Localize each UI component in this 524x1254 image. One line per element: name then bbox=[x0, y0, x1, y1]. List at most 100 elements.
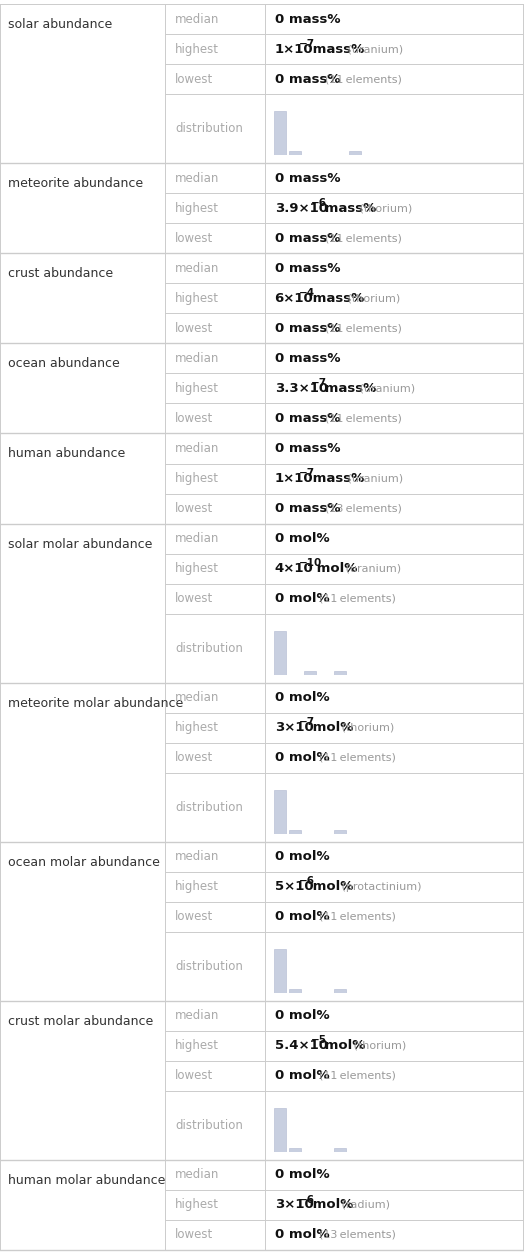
Text: 0 mass%: 0 mass% bbox=[275, 413, 340, 425]
Text: crust molar abundance: crust molar abundance bbox=[8, 1014, 153, 1028]
Text: 0 mol%: 0 mol% bbox=[275, 1169, 329, 1181]
Text: (11 elements): (11 elements) bbox=[318, 233, 402, 243]
Bar bbox=[334, 1147, 346, 1152]
Text: 1×10: 1×10 bbox=[275, 472, 313, 485]
Text: mass%: mass% bbox=[308, 292, 364, 305]
Text: −4: −4 bbox=[299, 288, 315, 298]
Text: mass%: mass% bbox=[308, 43, 364, 55]
Text: 0 mol%: 0 mol% bbox=[275, 532, 329, 545]
Text: median: median bbox=[175, 262, 220, 275]
Text: (11 elements): (11 elements) bbox=[312, 1071, 396, 1081]
Text: (11 elements): (11 elements) bbox=[312, 593, 396, 603]
Text: highest: highest bbox=[175, 202, 219, 214]
Text: −7: −7 bbox=[299, 717, 315, 727]
Text: 3.9×10: 3.9×10 bbox=[275, 202, 328, 214]
Text: lowest: lowest bbox=[175, 413, 213, 425]
Text: mol%: mol% bbox=[308, 880, 353, 893]
Text: distribution: distribution bbox=[175, 1119, 243, 1132]
Bar bbox=[334, 989, 346, 993]
Text: mol%: mol% bbox=[320, 1040, 365, 1052]
Text: highest: highest bbox=[175, 1199, 219, 1211]
Text: median: median bbox=[175, 691, 220, 705]
Text: ocean abundance: ocean abundance bbox=[8, 357, 120, 370]
Bar bbox=[334, 671, 346, 675]
Text: lowest: lowest bbox=[175, 1229, 213, 1241]
Bar bbox=[349, 150, 362, 155]
Text: 0 mol%: 0 mol% bbox=[275, 691, 329, 705]
Text: 0 mass%: 0 mass% bbox=[275, 352, 340, 365]
Text: 0 mol%: 0 mol% bbox=[275, 1070, 329, 1082]
Text: (13 elements): (13 elements) bbox=[312, 1230, 396, 1240]
Text: 0 mol%: 0 mol% bbox=[275, 850, 329, 863]
Text: lowest: lowest bbox=[175, 73, 213, 85]
Text: lowest: lowest bbox=[175, 322, 213, 335]
Text: mol%: mol% bbox=[308, 1199, 353, 1211]
Bar bbox=[289, 830, 301, 834]
Text: mass%: mass% bbox=[320, 382, 376, 395]
Text: 0 mass%: 0 mass% bbox=[275, 73, 340, 85]
Text: 0 mass%: 0 mass% bbox=[275, 13, 340, 25]
Text: (uranium): (uranium) bbox=[344, 44, 403, 54]
Bar bbox=[289, 1147, 301, 1152]
Text: distribution: distribution bbox=[175, 122, 243, 135]
Text: highest: highest bbox=[175, 880, 219, 893]
Text: −6: −6 bbox=[299, 877, 314, 887]
Text: median: median bbox=[175, 532, 220, 545]
Text: median: median bbox=[175, 441, 220, 455]
Text: −7: −7 bbox=[299, 39, 315, 49]
Text: 0 mol%: 0 mol% bbox=[275, 1229, 329, 1241]
Text: (thorium): (thorium) bbox=[350, 1041, 406, 1051]
Bar bbox=[289, 989, 301, 993]
Text: 5×10: 5×10 bbox=[275, 880, 313, 893]
Text: solar molar abundance: solar molar abundance bbox=[8, 538, 152, 551]
Text: (thorium): (thorium) bbox=[356, 203, 412, 213]
Text: (11 elements): (11 elements) bbox=[312, 752, 396, 762]
Bar bbox=[334, 830, 346, 834]
Text: highest: highest bbox=[175, 43, 219, 55]
Text: (11 elements): (11 elements) bbox=[318, 324, 402, 334]
Text: lowest: lowest bbox=[175, 910, 213, 923]
Text: 3×10: 3×10 bbox=[275, 721, 313, 735]
Text: 0 mass%: 0 mass% bbox=[275, 262, 340, 275]
Text: median: median bbox=[175, 13, 220, 25]
Text: (uranium): (uranium) bbox=[342, 564, 401, 573]
Text: 5.4×10: 5.4×10 bbox=[275, 1040, 328, 1052]
Text: −6: −6 bbox=[299, 1195, 314, 1205]
Bar bbox=[274, 1109, 287, 1152]
Text: 0 mol%: 0 mol% bbox=[275, 751, 329, 764]
Text: (uranium): (uranium) bbox=[344, 474, 403, 484]
Text: lowest: lowest bbox=[175, 232, 213, 245]
Text: (radium): (radium) bbox=[337, 1200, 390, 1210]
Text: highest: highest bbox=[175, 292, 219, 305]
Text: meteorite abundance: meteorite abundance bbox=[8, 177, 143, 191]
Text: 0 mol%: 0 mol% bbox=[275, 1009, 329, 1022]
Text: highest: highest bbox=[175, 472, 219, 485]
Text: distribution: distribution bbox=[175, 642, 243, 655]
Text: 4×10: 4×10 bbox=[275, 562, 313, 576]
Text: 0 mol%: 0 mol% bbox=[275, 592, 329, 606]
Text: 0 mass%: 0 mass% bbox=[275, 232, 340, 245]
Text: mass%: mass% bbox=[320, 202, 376, 214]
Text: 1×10: 1×10 bbox=[275, 43, 313, 55]
Text: −7: −7 bbox=[311, 377, 327, 387]
Text: (thorium): (thorium) bbox=[337, 722, 394, 732]
Text: −10: −10 bbox=[299, 558, 322, 568]
Text: ocean molar abundance: ocean molar abundance bbox=[8, 855, 160, 869]
Text: 0 mass%: 0 mass% bbox=[275, 502, 340, 515]
Text: (11 elements): (11 elements) bbox=[318, 74, 402, 84]
Text: median: median bbox=[175, 1009, 220, 1022]
Text: (uranium): (uranium) bbox=[356, 384, 414, 394]
Text: distribution: distribution bbox=[175, 801, 243, 814]
Text: lowest: lowest bbox=[175, 1070, 213, 1082]
Text: −7: −7 bbox=[299, 468, 315, 478]
Text: median: median bbox=[175, 172, 220, 184]
Text: crust abundance: crust abundance bbox=[8, 267, 113, 280]
Text: human abundance: human abundance bbox=[8, 448, 125, 460]
Text: human molar abundance: human molar abundance bbox=[8, 1174, 166, 1186]
Text: median: median bbox=[175, 1169, 220, 1181]
Bar bbox=[289, 150, 301, 155]
Text: 3×10: 3×10 bbox=[275, 1199, 313, 1211]
Text: highest: highest bbox=[175, 721, 219, 735]
Text: 0 mol%: 0 mol% bbox=[275, 910, 329, 923]
Text: distribution: distribution bbox=[175, 959, 243, 973]
